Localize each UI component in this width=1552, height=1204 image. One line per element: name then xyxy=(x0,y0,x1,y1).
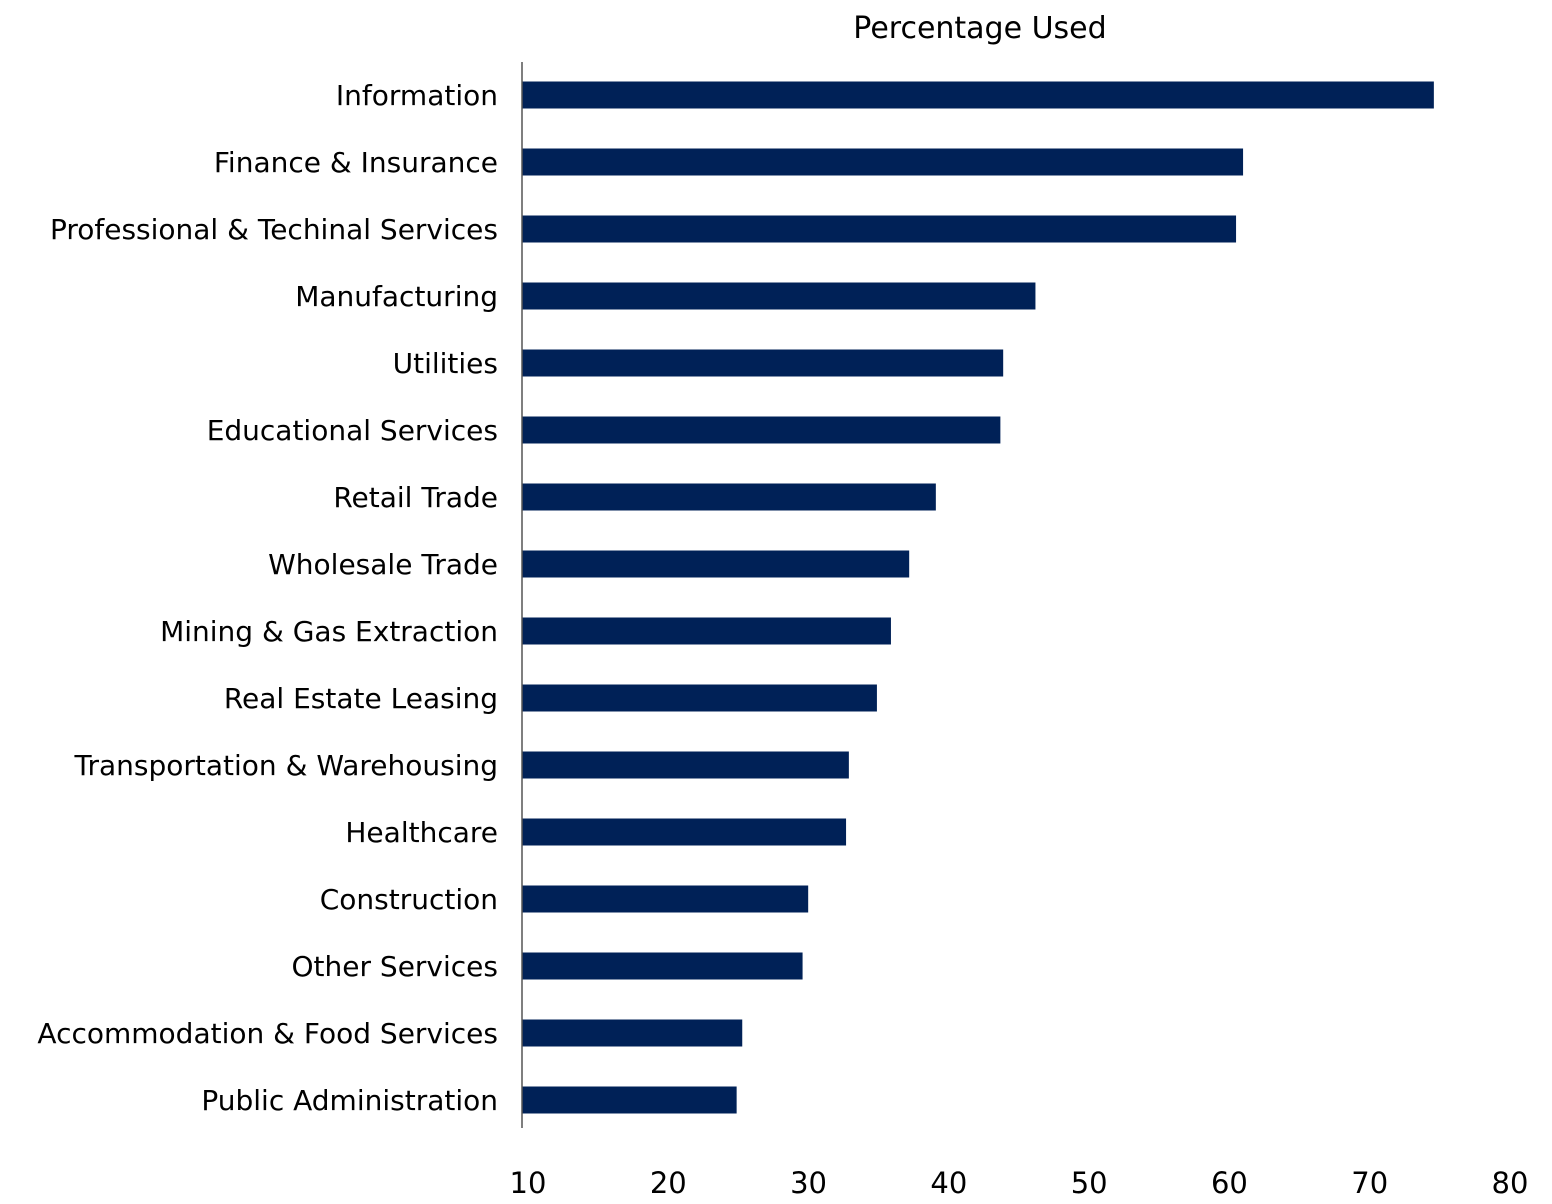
bar xyxy=(522,483,936,511)
category-label: Accommodation & Food Services xyxy=(37,1017,498,1050)
x-tick-label: 20 xyxy=(650,1166,687,1200)
x-tick-label: 60 xyxy=(1211,1166,1248,1200)
bars-layer xyxy=(522,81,1434,1114)
x-tick-label: 30 xyxy=(790,1166,827,1200)
x-tick-label: 50 xyxy=(1071,1166,1108,1200)
category-labels: Information Finance & Insurance Profession… xyxy=(37,79,498,1117)
category-label: Information xyxy=(336,79,498,112)
bar xyxy=(522,684,877,712)
bar xyxy=(522,617,891,645)
category-label: Transportation & Warehousing xyxy=(74,749,499,782)
x-tick-label: 80 xyxy=(1492,1166,1529,1200)
bar xyxy=(522,1086,737,1114)
bar xyxy=(522,215,1237,243)
bar xyxy=(522,550,910,578)
category-label: Mining & Gas Extraction xyxy=(160,615,498,648)
category-label: Wholesale Trade xyxy=(268,548,498,581)
category-label: Real Estate Leasing xyxy=(224,682,498,715)
bar xyxy=(522,81,1434,109)
bar xyxy=(522,349,1004,377)
bar xyxy=(522,751,849,779)
category-label: Finance & Insurance xyxy=(214,146,498,179)
category-label: Other Services xyxy=(292,950,498,983)
category-label: Retail Trade xyxy=(333,481,498,514)
category-label: Construction xyxy=(320,883,498,916)
category-label: Manufacturing xyxy=(295,280,498,313)
x-tick-label: 70 xyxy=(1351,1166,1388,1200)
chart-title: Percentage Used xyxy=(853,11,1106,46)
category-label: Public Administration xyxy=(201,1084,498,1117)
bar xyxy=(522,885,809,913)
category-label: Professional & Techinal Services xyxy=(50,213,498,246)
category-label: Healthcare xyxy=(345,816,498,849)
bar xyxy=(522,148,1244,176)
category-label: Utilities xyxy=(393,347,498,380)
bar xyxy=(522,416,1001,444)
bar xyxy=(522,282,1036,310)
bar xyxy=(522,1019,743,1047)
bar xyxy=(522,952,803,980)
bar xyxy=(522,818,847,846)
x-axis-tick-labels: 10 20 30 40 50 60 70 80 xyxy=(510,1166,1529,1200)
x-tick-label: 10 xyxy=(510,1166,547,1200)
category-label: Educational Services xyxy=(207,414,498,447)
x-tick-label: 40 xyxy=(930,1166,967,1200)
